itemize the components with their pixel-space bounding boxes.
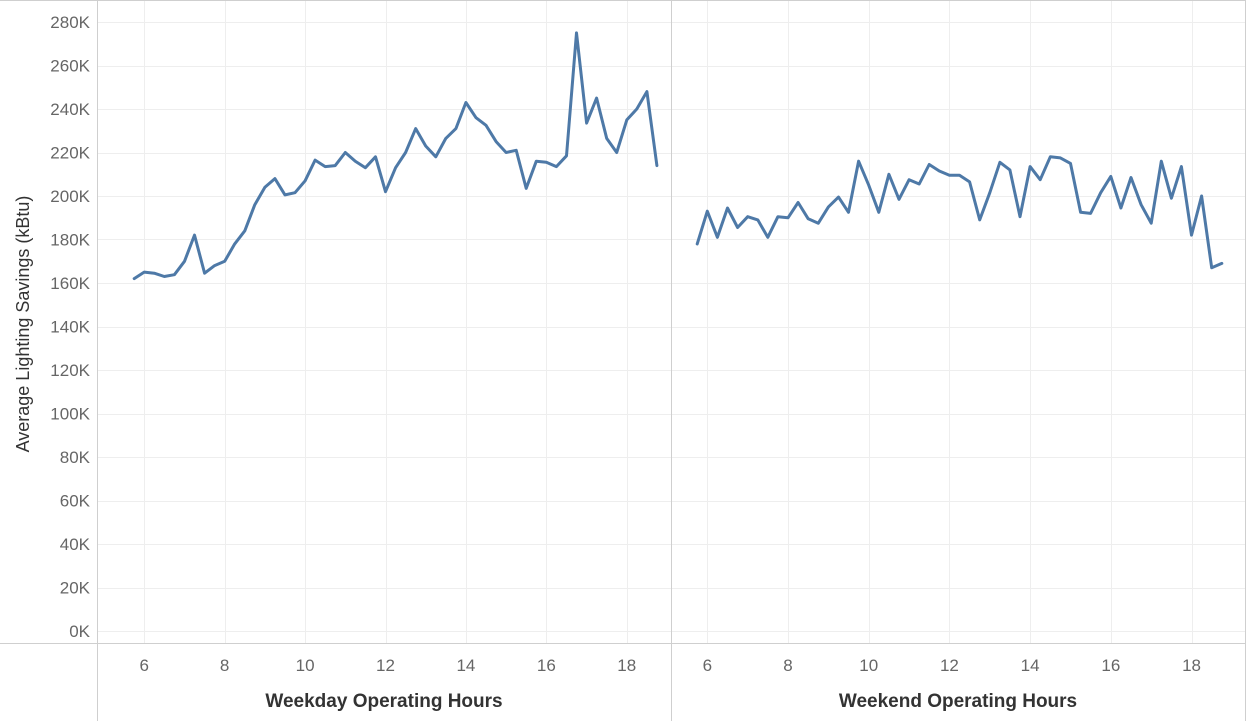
y-tick-label: 160K xyxy=(50,274,90,293)
x-tick-label: 18 xyxy=(617,656,636,675)
x-tick-label: 16 xyxy=(537,656,556,675)
x-tick-label: 16 xyxy=(1101,656,1120,675)
y-tick-label: 100K xyxy=(50,405,90,424)
x-tick-label: 8 xyxy=(220,656,229,675)
x-tick-label: 14 xyxy=(456,656,475,675)
y-tick-label: 80K xyxy=(60,448,91,467)
weekday-series-line xyxy=(132,31,659,281)
x-tick-label: 6 xyxy=(140,656,149,675)
y-tick-label: 260K xyxy=(50,57,90,76)
y-tick-label: 140K xyxy=(50,318,90,337)
weekend-series-line xyxy=(695,155,1224,270)
x-tick-label: 10 xyxy=(296,656,315,675)
y-tick-label: 180K xyxy=(50,231,90,250)
x-tick-label: 6 xyxy=(703,656,712,675)
x-tick-label: 14 xyxy=(1021,656,1040,675)
x-tick-label: 18 xyxy=(1182,656,1201,675)
y-tick-label: 0K xyxy=(69,622,90,641)
y-axis-ticks: 0K 20K 40K 60K 80K 100K 120K 140K 160K 180K 200K 22… xyxy=(50,13,90,641)
x-tick-label: 8 xyxy=(783,656,792,675)
y-tick-label: 280K xyxy=(50,13,90,32)
y-tick-label: 20K xyxy=(60,579,91,598)
y-tick-label: 40K xyxy=(60,535,91,554)
weekend-x-axis-title: Weekend Operating Hours xyxy=(839,691,1077,712)
series-lines xyxy=(132,31,1224,281)
y-tick-label: 200K xyxy=(50,187,90,206)
x-axis-ticks: 6 8 10 12 14 16 18 6 8 10 12 14 16 18 xyxy=(140,656,1201,675)
weekday-x-axis-title: Weekday Operating Hours xyxy=(265,691,502,712)
x-tick-label: 10 xyxy=(859,656,878,675)
x-tick-label: 12 xyxy=(376,656,395,675)
x-tick-label: 12 xyxy=(940,656,959,675)
y-axis-title: Average Lighting Savings (kBtu) xyxy=(13,196,33,453)
y-tick-label: 220K xyxy=(50,144,90,163)
y-tick-label: 240K xyxy=(50,100,90,119)
y-tick-label: 60K xyxy=(60,492,91,511)
y-tick-label: 120K xyxy=(50,361,90,380)
